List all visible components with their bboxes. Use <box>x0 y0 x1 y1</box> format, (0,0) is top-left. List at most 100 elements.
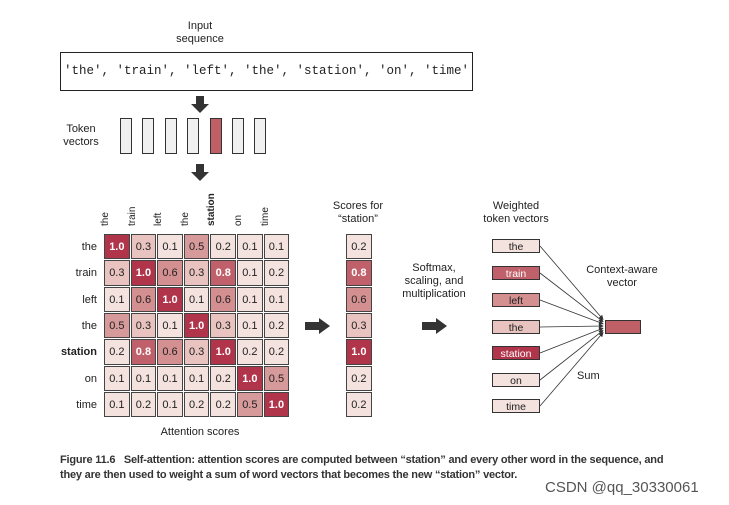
matrix-cell: 0.1 <box>183 365 210 391</box>
matrix-cell: 0.2 <box>263 339 290 365</box>
station-score-cell: 1.0 <box>346 339 372 365</box>
token-vector <box>209 118 222 154</box>
matrix-cell: 0.6 <box>130 286 157 312</box>
matrix-cell: 0.5 <box>237 391 263 418</box>
token-vectors-label: Token vectors <box>63 123 99 148</box>
matrix-cell: 0.3 <box>183 260 210 286</box>
matrix-cell: 0.5 <box>263 365 290 391</box>
matrix-cell: 0.3 <box>130 312 157 339</box>
input-sequence-label: Input sequence <box>176 20 224 45</box>
watermark: CSDN @qq_30330061 <box>545 479 699 496</box>
sum-arrow <box>539 327 604 354</box>
matrix-cell: 0.1 <box>263 286 290 312</box>
matrix-cell: 0.1 <box>237 286 263 312</box>
down-arrow-icon <box>191 164 209 181</box>
station-score-cell: 0.6 <box>346 286 372 312</box>
matrix-cell: 0.5 <box>183 234 210 260</box>
softmax-label: Softmax, scaling, and multiplication <box>402 262 466 300</box>
row-label: on <box>84 372 97 385</box>
caption-text: Self-attention: attention scores are com… <box>60 454 664 481</box>
matrix-cell: 0.1 <box>157 365 183 391</box>
weighted-token-vector: left <box>492 293 540 307</box>
matrix-cell: 0.5 <box>104 312 130 339</box>
matrix-cell: 0.1 <box>157 234 183 260</box>
matrix-cell: 1.0 <box>263 391 290 418</box>
weighted-vectors-label: Weighted token vectors <box>483 200 549 225</box>
sum-label: Sum <box>577 370 600 382</box>
token-vector <box>254 118 267 154</box>
matrix-cell: 0.6 <box>157 339 183 365</box>
matrix-cell: 1.0 <box>157 286 183 312</box>
scores-for-station-label: Scores for “station” <box>332 200 384 225</box>
matrix-cell: 0.8 <box>210 260 237 286</box>
sum-arrow <box>539 323 604 329</box>
matrix-cell: 0.1 <box>237 312 263 339</box>
attention-scores-label: Attention scores <box>160 426 240 438</box>
matrix-cell: 0.6 <box>210 286 237 312</box>
matrix-cell: 0.2 <box>263 260 290 286</box>
sum-arrow <box>539 299 604 325</box>
right-arrow-icon <box>305 318 330 334</box>
row-label: left <box>82 293 97 306</box>
matrix-cell: 0.3 <box>104 260 130 286</box>
station-score-cell: 0.2 <box>346 234 372 260</box>
matrix-cell: 0.2 <box>210 391 237 418</box>
row-label: time <box>76 398 97 411</box>
matrix-cell: 1.0 <box>237 365 263 391</box>
sum-arrow <box>539 272 604 323</box>
matrix-cell: 1.0 <box>183 312 210 339</box>
matrix-cell: 0.1 <box>263 234 290 260</box>
weighted-token-vector: on <box>492 373 540 387</box>
weighted-token-vector: the <box>492 320 540 334</box>
station-score-cell: 0.8 <box>346 260 372 286</box>
down-arrow-icon <box>191 96 209 113</box>
matrix-cell: 0.3 <box>183 339 210 365</box>
row-label: station <box>60 346 97 359</box>
matrix-cell: 0.1 <box>157 391 183 418</box>
context-aware-vector <box>605 320 641 334</box>
matrix-cell: 0.1 <box>237 260 263 286</box>
matrix-cell: 0.1 <box>130 365 157 391</box>
station-score-cell: 0.3 <box>346 312 372 339</box>
sum-arrow <box>539 245 604 321</box>
matrix-cell: 0.3 <box>210 312 237 339</box>
matrix-cell: 0.2 <box>210 365 237 391</box>
right-arrow-icon <box>422 318 447 334</box>
matrix-cell: 0.2 <box>104 339 130 365</box>
token-vector <box>187 118 200 154</box>
matrix-cell: 0.1 <box>104 391 130 418</box>
token-vector <box>232 118 244 154</box>
matrix-cell: 0.1 <box>183 286 210 312</box>
matrix-cell: 0.2 <box>237 339 263 365</box>
matrix-cell: 0.6 <box>157 260 183 286</box>
weighted-token-vector: the <box>492 239 540 253</box>
matrix-cell: 0.2 <box>183 391 210 418</box>
caption-title: Figure 11.6 <box>60 454 116 466</box>
matrix-cell: 0.1 <box>237 234 263 260</box>
matrix-cell: 0.2 <box>210 234 237 260</box>
weighted-token-vector: time <box>492 399 540 413</box>
sum-arrow <box>539 329 604 381</box>
matrix-cell: 0.1 <box>104 365 130 391</box>
sum-arrow <box>539 331 604 407</box>
weighted-token-vector: station <box>492 346 540 360</box>
matrix-cell: 1.0 <box>130 260 157 286</box>
row-label: the <box>81 319 97 332</box>
matrix-cell: 0.1 <box>104 286 130 312</box>
matrix-cell: 1.0 <box>104 234 130 260</box>
context-aware-label: Context-aware vector <box>586 264 658 289</box>
token-vector <box>164 118 177 154</box>
station-score-cell: 0.2 <box>346 391 372 418</box>
token-vector <box>142 118 155 154</box>
weighted-token-vector: train <box>492 266 540 280</box>
row-label: the <box>81 241 97 253</box>
matrix-cell: 0.1 <box>157 312 183 339</box>
matrix-cell: 1.0 <box>210 339 237 365</box>
station-score-cell: 0.2 <box>346 365 372 391</box>
row-label: train <box>75 267 97 280</box>
token-vector <box>120 118 132 154</box>
matrix-cell: 0.8 <box>130 339 157 365</box>
matrix-cell: 0.3 <box>130 234 157 260</box>
